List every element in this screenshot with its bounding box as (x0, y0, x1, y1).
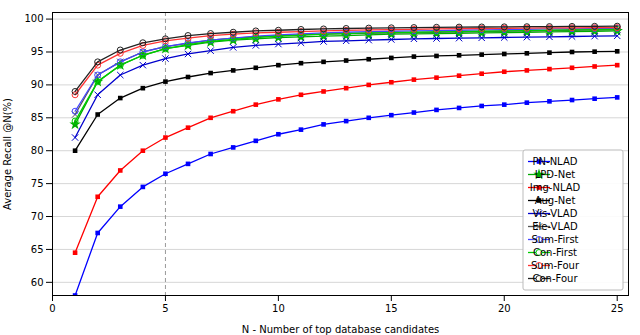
svg-text:Con-First: Con-First (533, 247, 577, 258)
svg-text:20: 20 (498, 303, 511, 314)
svg-text:5: 5 (162, 303, 168, 314)
svg-text:Average Recall @N(%): Average Recall @N(%) (2, 98, 13, 210)
svg-text:10: 10 (272, 303, 285, 314)
svg-text:80: 80 (31, 145, 44, 156)
svg-text:Vis-VLAD: Vis-VLAD (533, 208, 578, 219)
svg-text:N - Number of top database can: N - Number of top database candidates (242, 324, 440, 335)
svg-text:Aug-Net: Aug-Net (535, 195, 576, 206)
svg-text:PN-NLAD: PN-NLAD (533, 156, 578, 167)
svg-text:LPD-Net: LPD-Net (535, 169, 576, 180)
svg-text:100: 100 (24, 13, 43, 24)
svg-text:65: 65 (31, 244, 44, 255)
svg-text:75: 75 (31, 178, 44, 189)
svg-text:95: 95 (31, 46, 44, 57)
svg-text:90: 90 (31, 79, 44, 90)
svg-text:15: 15 (385, 303, 398, 314)
svg-text:Sum-Four: Sum-Four (531, 260, 580, 271)
svg-text:70: 70 (31, 211, 44, 222)
svg-text:60: 60 (31, 277, 44, 288)
svg-text:Img-NLAD: Img-NLAD (530, 182, 581, 193)
svg-text:Sum-First: Sum-First (531, 234, 578, 245)
svg-text:25: 25 (611, 303, 624, 314)
svg-text:Con-Four: Con-Four (532, 273, 578, 284)
svg-text:85: 85 (31, 112, 44, 123)
svg-text:0: 0 (49, 303, 55, 314)
svg-text:Ele-VLAD: Ele-VLAD (532, 221, 578, 232)
